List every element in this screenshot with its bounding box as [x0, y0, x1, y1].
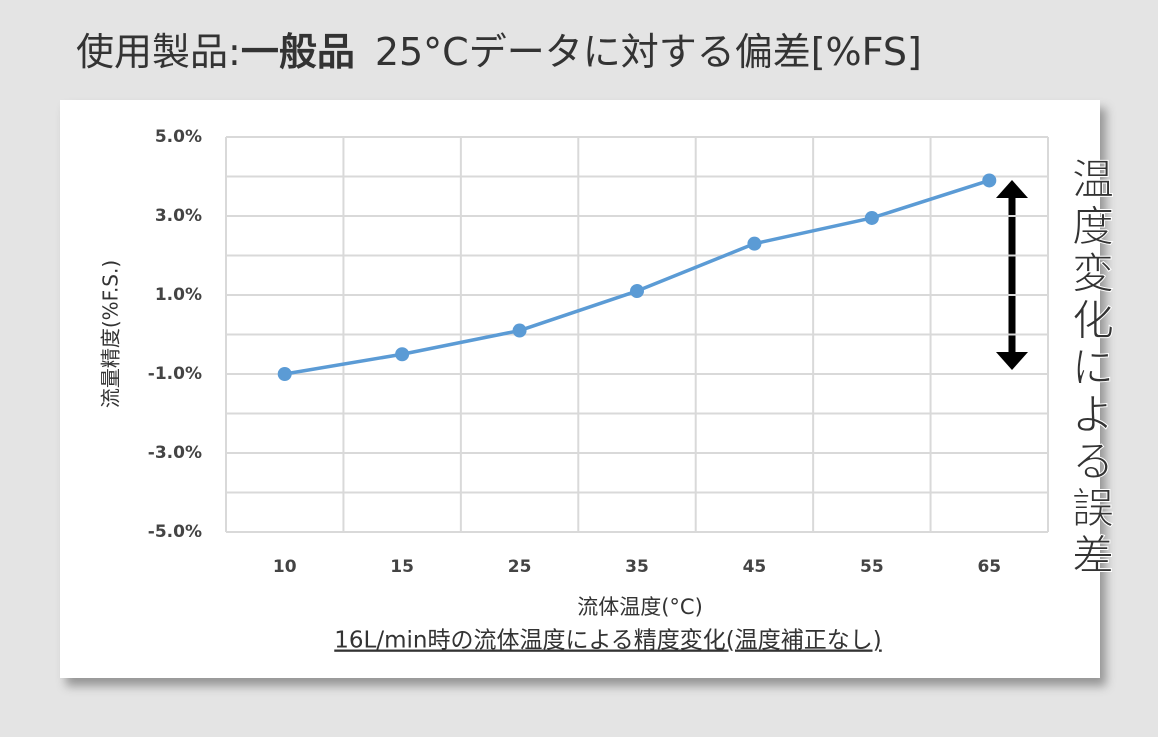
x-tick-label: 15: [390, 557, 414, 577]
annotation: 温度変化による誤差: [1072, 155, 1114, 580]
annotation-char: る: [1072, 437, 1114, 486]
x-tick-label: 25: [508, 557, 532, 577]
chart-title: 使用製品:一般品 25°Cデータに対する偏差[%FS]: [76, 30, 922, 74]
title-part: 25°Cデータに対する偏差[%FS]: [375, 30, 922, 74]
panel: [60, 100, 1100, 678]
annotation-char: 化: [1072, 296, 1114, 345]
y-tick-label: -3.0%: [148, 443, 202, 463]
annotation-char: 温: [1072, 155, 1114, 204]
y-tick-label: 5.0%: [155, 127, 202, 147]
y-axis-label: 流量精度(%F.S.): [99, 260, 123, 408]
y-tick-label: -1.0%: [148, 364, 202, 384]
y-tick-label: -5.0%: [148, 522, 202, 542]
y-tick-label: 1.0%: [155, 285, 202, 305]
point: [395, 347, 410, 362]
point: [747, 236, 762, 251]
annotation-char: 度: [1072, 202, 1114, 251]
x-tick-label: 45: [743, 557, 767, 577]
x-tick-label: 65: [977, 557, 1001, 577]
point: [512, 323, 527, 338]
title-part: 使用製品:: [76, 30, 241, 74]
annotation-char: 差: [1072, 531, 1114, 580]
x-tick-label: 55: [860, 557, 884, 577]
subtitle: 16L/min時の流体温度による精度変化(温度補正なし): [334, 628, 881, 654]
annotation-char: に: [1072, 343, 1114, 392]
point: [982, 173, 997, 188]
x-axis-label: 流体温度(°C): [577, 595, 703, 619]
point: [277, 367, 292, 381]
annotation-char: よ: [1072, 390, 1114, 439]
annotation-char: 変: [1072, 249, 1114, 298]
point: [630, 284, 644, 299]
x-tick-label: 10: [273, 557, 297, 577]
x-tick-label: 35: [625, 557, 649, 577]
point: [864, 210, 879, 225]
annotation-char: 誤: [1072, 484, 1114, 533]
y-tick-label: 3.0%: [155, 206, 202, 226]
title-part: 一般品: [241, 30, 355, 74]
arrow: [996, 180, 1028, 370]
